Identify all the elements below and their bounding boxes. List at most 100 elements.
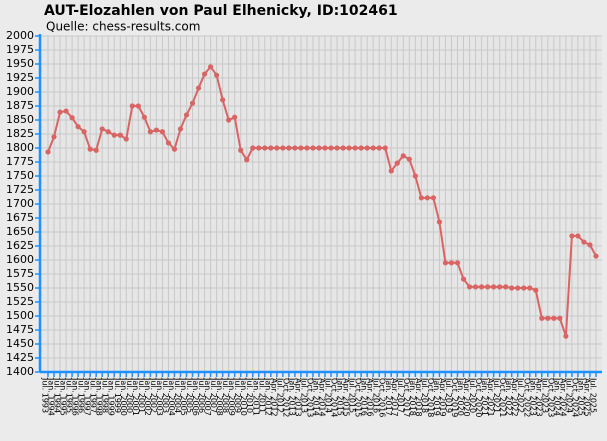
point [575,233,581,239]
x-tick-label: Jan. 2009 [227,377,236,416]
x-tick-label: Oct. 2013 [305,378,314,417]
x-tick-label: Oct. 2014 [330,378,339,417]
point [226,117,232,123]
x-tick-label: Oct. 2015 [354,378,363,417]
point [539,315,545,321]
x-tick-label: Oct. 2023 [546,378,555,417]
point [111,132,117,138]
point [406,156,412,162]
y-tick-label: 1700 [6,197,34,210]
point [563,333,569,339]
point [346,145,352,151]
point [220,97,226,103]
x-tick-label: Oct. 2016 [378,378,387,417]
point [388,168,394,174]
x-tick-label: Jan. 1996 [71,377,80,416]
chart-subtitle: Quelle: chess-results.com [46,20,200,34]
x-tick-label: Jan. 2019 [432,377,441,416]
x-tick-label: Jan. 2020 [456,377,465,416]
x-tick-label: Jul. 2003 [161,377,170,413]
point [358,145,364,151]
x-tick-label: Jan. 2003 [155,377,164,416]
y-tick-label: 1625 [6,239,34,252]
x-tick-label: Jan. 2004 [167,377,176,416]
point [171,146,178,152]
x-tick-label: Jul. 2001 [137,377,146,413]
point [195,85,202,91]
x-tick-label: Jan. 2012 [263,377,272,416]
point [472,284,479,290]
point [105,129,111,135]
point [352,145,358,151]
chart-title: AUT-Elozahlen von Paul Elhenicky, ID:102… [44,3,398,19]
point [430,195,437,201]
point [581,239,587,245]
x-tick-label: Oct. 2024 [570,378,579,417]
x-tick-label: Jan. 2017 [384,377,393,416]
x-tick-label: Jul. 2020 [468,377,477,413]
x-tick-label: Oct. 2012 [281,378,290,417]
point [298,145,304,151]
x-tick-label: Jan. 2015 [336,377,345,416]
x-tick-label: Oct. 2018 [426,378,435,417]
y-tick-label: 1600 [6,253,34,266]
point [515,285,521,291]
point [310,145,316,151]
x-tick-label: Jan. 2021 [480,377,489,416]
x-tick-label: Jul. 1998 [101,377,110,413]
point [533,287,539,293]
x-tick-label: Jul. 2004 [173,377,182,413]
y-tick-label: 1875 [6,99,34,112]
x-tick-label: Jan. 1994 [47,377,56,416]
x-tick-label: Jul. 1996 [77,377,86,413]
point [551,315,557,321]
x-tick-label: Jul. 2014 [324,377,333,413]
y-tick-label: 1775 [6,155,34,168]
x-tick-label: Apr. 2015 [342,378,351,417]
point [129,103,135,109]
y-tick-label: 1950 [6,57,34,70]
x-tick-label: Jul. 1999 [113,377,122,413]
x-tick-label: Jan. 2014 [311,377,320,416]
x-tick-label: Jul. 2008 [221,377,230,413]
x-tick-label: Jul. 2012 [275,377,284,413]
x-tick-label: Jul. 2021 [492,377,501,413]
x-tick-label: Jul. 2013 [299,377,308,413]
point [521,285,527,291]
point [466,284,473,290]
point [340,145,346,151]
point [527,285,533,291]
y-tick-label: 1975 [6,43,34,56]
y-tick-label: 1825 [6,127,34,140]
x-tick-label: Apr. 2018 [414,378,423,417]
point [569,233,575,239]
point [159,129,166,135]
point [322,145,328,151]
x-tick-label: Jul. 1995 [65,377,74,413]
x-tick-label: Jul. 1993 [41,377,50,413]
x-tick-label: Jul. 2005 [185,377,194,413]
point [87,146,93,152]
y-tick-label: 1425 [6,351,34,364]
x-tick-label: Oct. 2019 [450,378,459,417]
point [93,147,99,153]
point [460,276,467,282]
point [316,145,322,151]
x-tick-label: Jan. 2007 [203,377,212,416]
y-tick-label: 2000 [6,29,34,42]
point [280,145,286,151]
point [57,109,63,115]
point [141,114,147,120]
x-tick-label: Jan. 2011 [251,377,260,416]
x-tick-label: Jul. 2022 [516,377,525,413]
point [81,129,87,135]
x-tick-label: Jul. 2000 [125,377,134,413]
point [491,284,497,290]
y-tick-label: 1575 [6,267,34,280]
point [557,315,563,321]
point [328,145,334,151]
x-tick-label: Jul. 2019 [444,377,453,413]
point [382,145,388,151]
point [436,219,443,225]
point [268,145,274,151]
